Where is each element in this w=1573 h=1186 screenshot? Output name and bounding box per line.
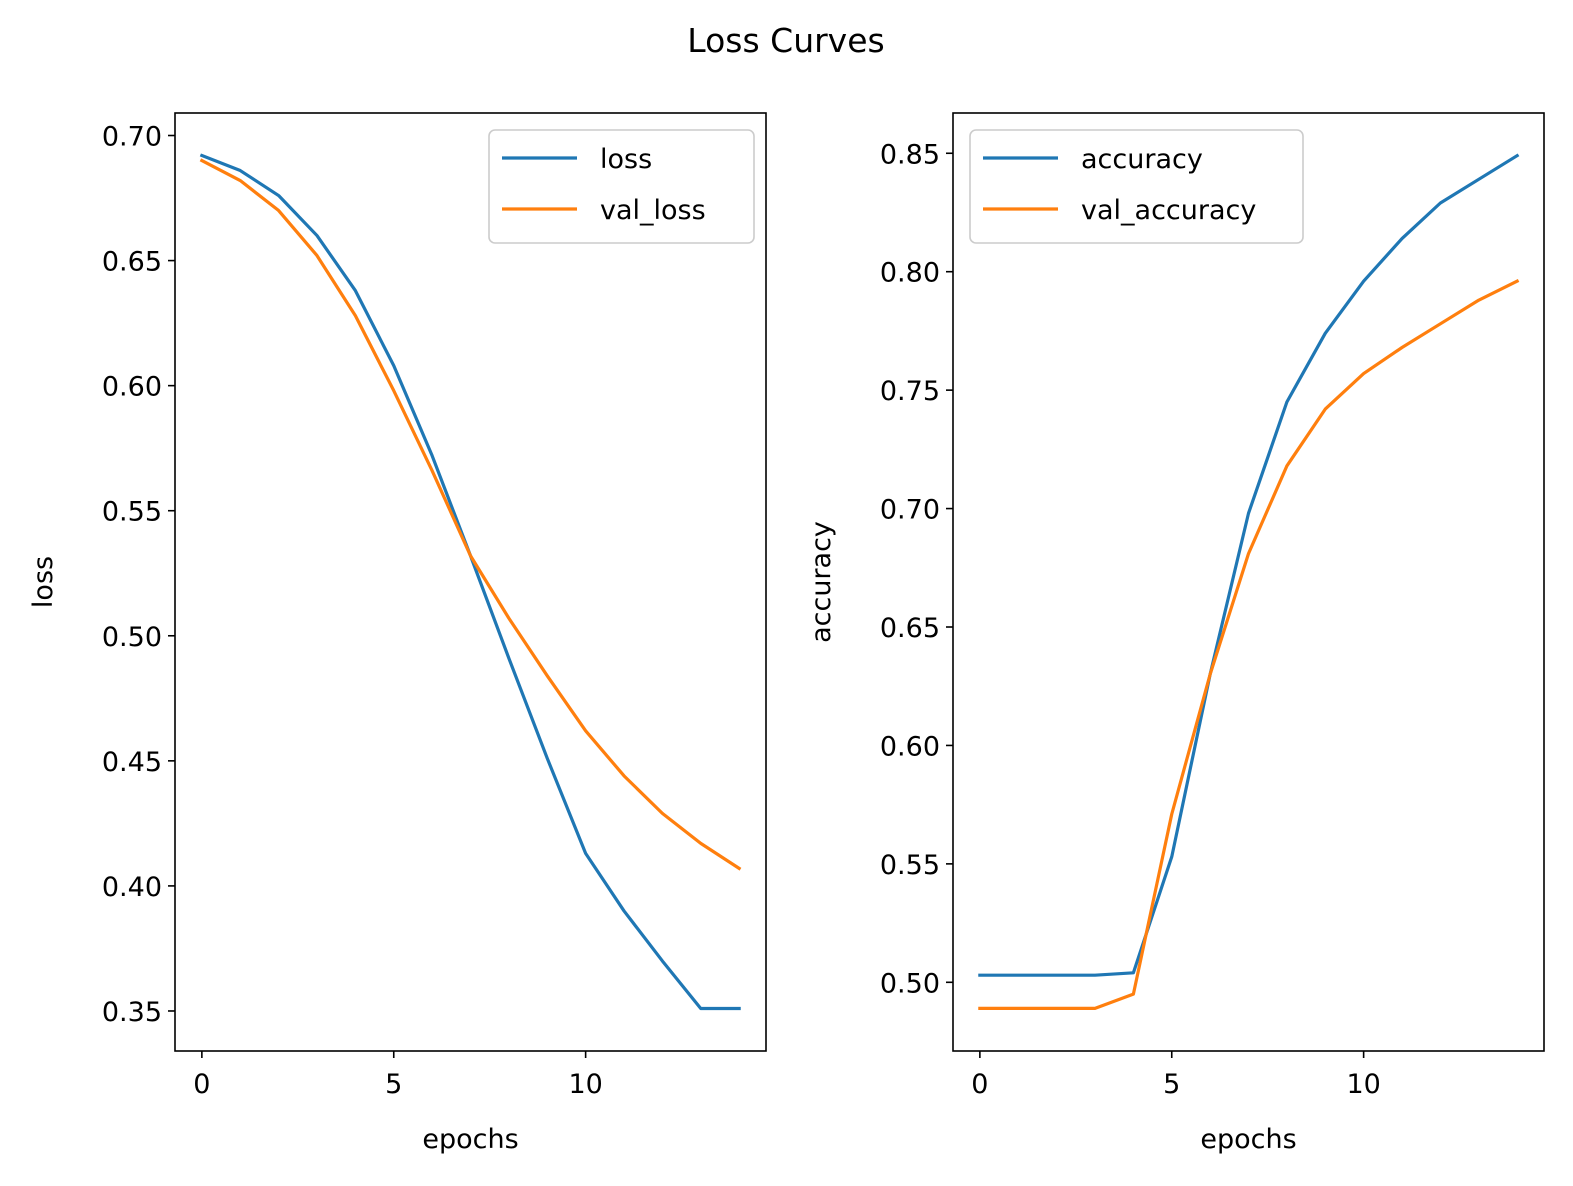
- y-axis-label: loss: [28, 556, 59, 608]
- legend-label: val_loss: [600, 195, 706, 226]
- x-tick-label: 5: [1163, 1069, 1180, 1100]
- x-tick-label: 10: [568, 1069, 602, 1100]
- y-tick-label: 0.55: [102, 497, 162, 528]
- x-axis-label: epochs: [1200, 1124, 1296, 1155]
- y-tick-label: 0.45: [102, 747, 162, 778]
- y-tick-label: 0.55: [880, 850, 940, 881]
- series-line-val-accuracy: [978, 279, 1520, 1010]
- legend: loss val_loss: [488, 129, 755, 244]
- legend-label: loss: [600, 144, 652, 175]
- figure-title: Loss Curves: [687, 21, 884, 60]
- series-line-loss: [199, 153, 741, 1011]
- axes-frame: [952, 112, 1545, 1052]
- legend: accuracy val_accuracy: [969, 129, 1304, 244]
- y-tick-label: 0.60: [880, 731, 940, 762]
- subplot-2: 0 5 10 0.50 0.55 0.60 0.65 0.70 0.75 0.80 0.85 epoc…: [806, 112, 1545, 1155]
- series-line-val-loss: [199, 158, 742, 871]
- y-tick-label: 0.50: [102, 622, 162, 653]
- subplot-1: 0 5 10 0.35 0.40 0.45 0.50 0.55 0.60 0.65 0.70 epoc…: [28, 112, 767, 1155]
- series-line-accuracy: [978, 153, 1520, 977]
- y-tick-label: 0.80: [880, 258, 940, 289]
- x-tick-label: 0: [971, 1069, 988, 1100]
- x-tick-label: 10: [1346, 1069, 1380, 1100]
- y-axis-label: accuracy: [806, 521, 837, 643]
- y-tick-label: 0.60: [102, 372, 162, 403]
- y-tick-label: 0.40: [102, 872, 162, 903]
- axes-frame: [174, 112, 767, 1052]
- y-tick-label: 0.70: [102, 122, 162, 153]
- y-tick-label: 0.70: [880, 495, 940, 526]
- y-tick-label: 0.35: [102, 997, 162, 1028]
- x-tick-label: 0: [193, 1069, 210, 1100]
- legend-label: val_accuracy: [1081, 195, 1256, 226]
- x-tick-label: 5: [385, 1069, 402, 1100]
- y-tick-label: 0.65: [102, 247, 162, 278]
- subplots: 0 5 10 0.35 0.40 0.45 0.50 0.55 0.60 0.65 0.70 epoc…: [28, 112, 1545, 1155]
- legend-label: accuracy: [1081, 144, 1203, 175]
- y-tick-label: 0.75: [880, 376, 940, 407]
- y-tick-label: 0.50: [880, 968, 940, 999]
- y-tick-label: 0.65: [880, 613, 940, 644]
- y-tick-label: 0.85: [880, 139, 940, 170]
- x-axis-label: epochs: [422, 1124, 518, 1155]
